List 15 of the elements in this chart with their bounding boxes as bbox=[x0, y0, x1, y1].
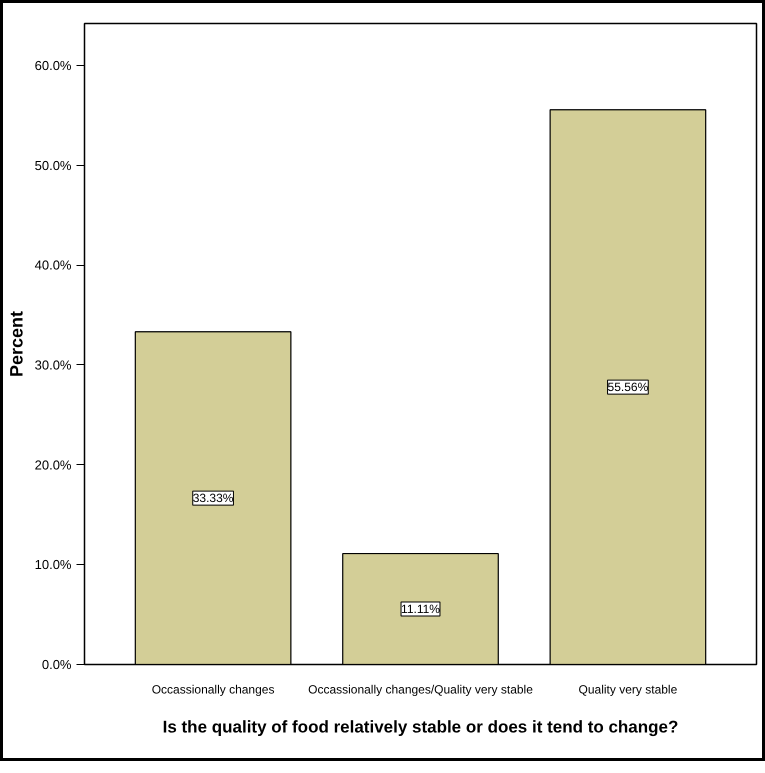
y-tick-label: 20.0% bbox=[34, 457, 72, 472]
y-axis-title: Percent bbox=[6, 310, 27, 378]
y-tick-label: 60.0% bbox=[34, 58, 72, 73]
y-tick-label: 50.0% bbox=[34, 158, 72, 173]
data-label: 11.11% bbox=[401, 602, 440, 616]
data-label: 55.56% bbox=[608, 380, 649, 394]
y-tick-label: 40.0% bbox=[34, 258, 72, 273]
x-tick-label: Occassionally changes bbox=[152, 682, 274, 696]
x-tick-label: Occassionally changes/Quality very stable bbox=[308, 682, 534, 696]
y-tick-label: 10.0% bbox=[34, 557, 72, 572]
y-tick-label: 30.0% bbox=[34, 357, 72, 372]
x-tick-label: Quality very stable bbox=[578, 682, 678, 696]
data-label: 33.33% bbox=[192, 491, 234, 506]
x-axis-title: Is the quality of food relatively stable or does it tend to change? bbox=[162, 718, 678, 736]
y-tick-label: 0.0% bbox=[42, 657, 72, 672]
